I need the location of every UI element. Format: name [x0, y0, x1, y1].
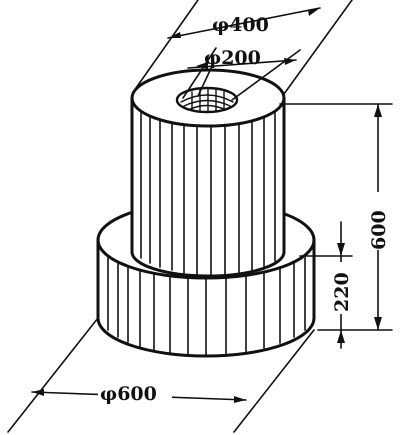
arrow-icon	[337, 243, 345, 256]
column-top-ellipse	[130, 68, 286, 128]
right-dimensions: 600 220	[279, 103, 393, 349]
arrow-icon	[284, 58, 296, 65]
base-hatch-lines	[107, 255, 306, 357]
arrow-icon	[374, 104, 382, 117]
top-dimensions: φ400 φ200	[135, 0, 353, 101]
dim-label-total-height: 600	[368, 210, 390, 250]
center-hole	[175, 86, 239, 114]
column-hatch-lines	[140, 111, 276, 277]
dim-line-400	[167, 7, 321, 39]
arrow-icon	[308, 8, 320, 16]
arrow-icon	[168, 32, 181, 38]
arrow-icon	[32, 389, 44, 396]
dim-label-base-diameter: φ600	[100, 383, 157, 405]
arrow-icon	[196, 62, 208, 69]
arrow-icon	[374, 317, 382, 330]
dim-label-top-inner-diameter: φ200	[204, 47, 261, 69]
bottom-dimension: φ600	[7, 317, 315, 433]
base-cylinder	[96, 200, 316, 358]
arrow-icon	[337, 330, 345, 343]
arrow-icon	[234, 396, 246, 403]
top-cylinder	[130, 68, 286, 278]
dim-label-base-height: 220	[331, 272, 353, 312]
center-hole-hatch	[180, 88, 234, 113]
dim-label-top-outer-diameter: φ400	[212, 14, 269, 36]
column-side-outline	[130, 96, 286, 278]
